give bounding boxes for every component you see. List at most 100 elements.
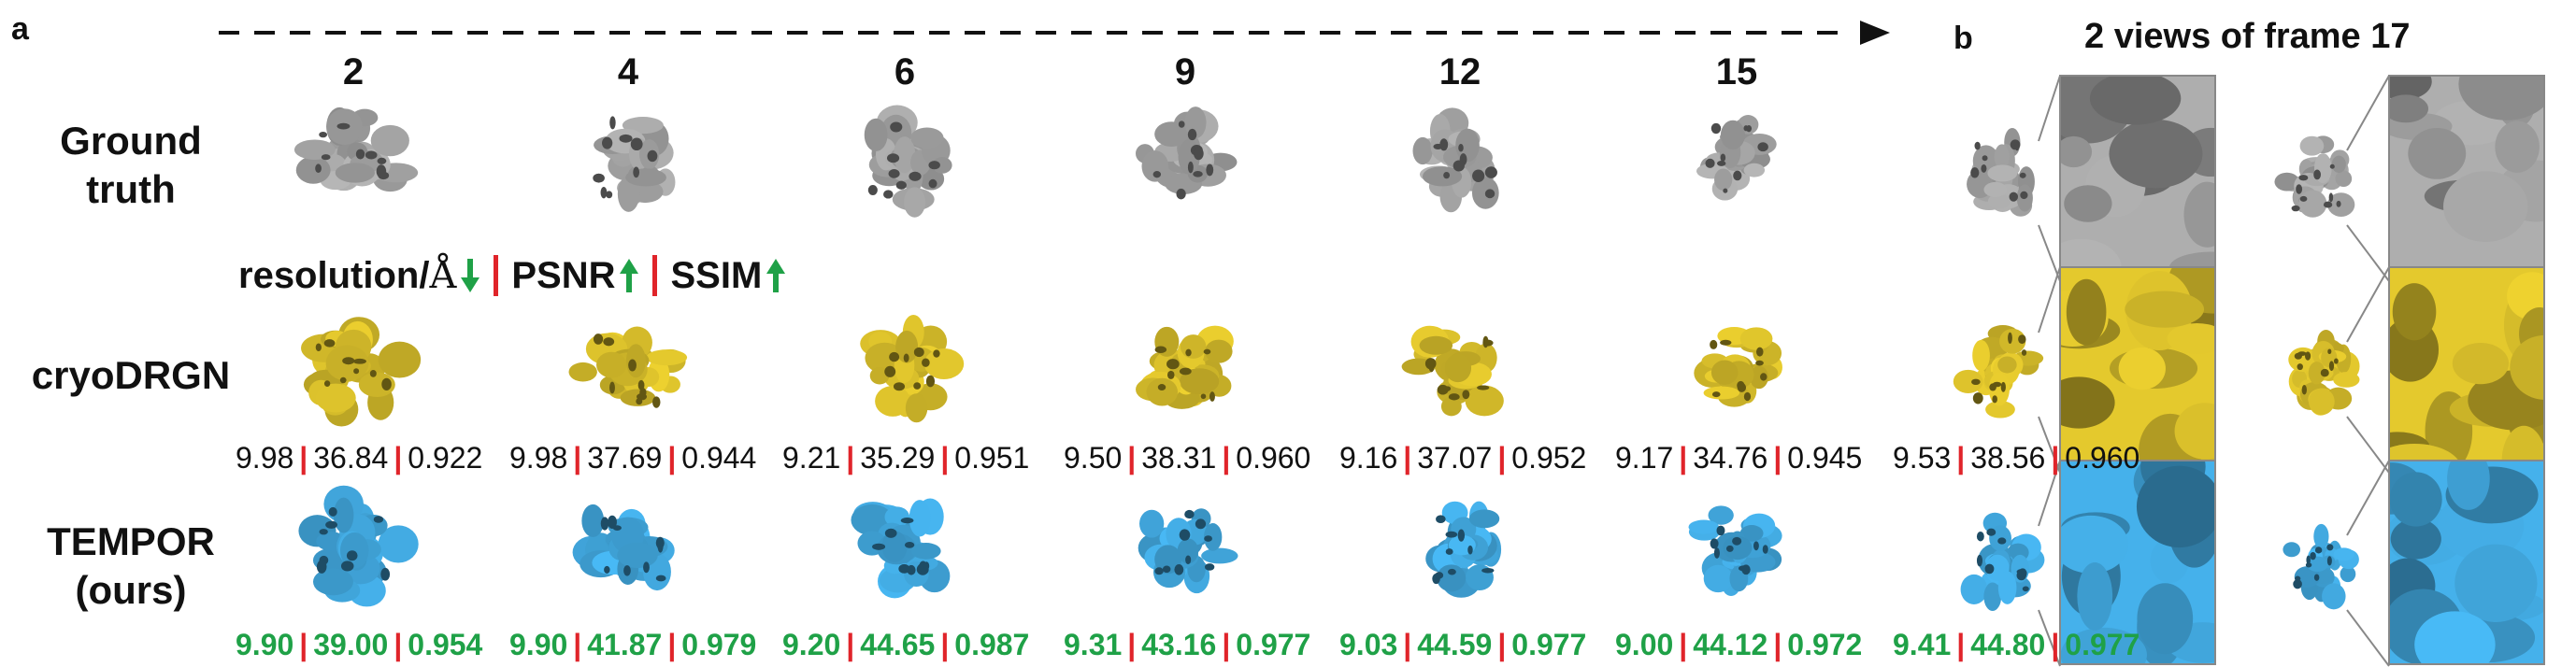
density-shadow bbox=[886, 153, 900, 163]
tempor-metric-frame17: 9.41 | 44.80 | 0.977 bbox=[1893, 628, 2140, 662]
zoom-lobe bbox=[2136, 465, 2214, 548]
density-shadow bbox=[315, 343, 322, 352]
metric-resolution: 9.21 bbox=[782, 441, 841, 475]
row-label-line: cryoDRGN bbox=[31, 353, 231, 397]
density-shadow bbox=[1715, 525, 1724, 535]
density-shadow bbox=[1731, 536, 1741, 546]
tempor-frame17-view2 bbox=[2283, 523, 2359, 610]
density-shadow bbox=[1445, 531, 1457, 538]
metric-ssim: 0.954 bbox=[408, 628, 483, 661]
density-shadow bbox=[2328, 361, 2335, 372]
density-lobe bbox=[622, 117, 664, 135]
density-shadow bbox=[1484, 165, 1497, 178]
zoom-connector-line bbox=[2038, 416, 2061, 474]
density-lobe bbox=[1203, 523, 1223, 551]
density-lobe bbox=[894, 136, 916, 174]
density-lobe bbox=[1141, 150, 1169, 182]
density-shadow bbox=[608, 515, 617, 530]
density-lobe bbox=[1739, 326, 1772, 350]
metric-resolution: 9.17 bbox=[1615, 441, 1674, 475]
metric-psnr: 37.69 bbox=[587, 441, 663, 475]
metric-ssim: 0.945 bbox=[1787, 441, 1863, 475]
metric-psnr: 44.59 bbox=[1417, 628, 1493, 661]
density-shadow bbox=[643, 561, 650, 574]
cryodrgn-density-map bbox=[1693, 326, 1782, 407]
density-shadow bbox=[1722, 188, 1727, 193]
density-lobe bbox=[932, 157, 952, 174]
density-lobe bbox=[333, 497, 354, 533]
density-lobe bbox=[1987, 164, 2018, 182]
density-shadow bbox=[1970, 167, 1980, 178]
metric-psnr: 41.87 bbox=[587, 628, 663, 661]
zoom-connector-line bbox=[2346, 609, 2390, 667]
density-shadow bbox=[1185, 348, 1192, 356]
density-shadow bbox=[2323, 201, 2333, 208]
density-shadow bbox=[340, 561, 354, 572]
metric-psnr: 36.84 bbox=[313, 441, 389, 475]
zoom-connector-line bbox=[2346, 266, 2390, 343]
row-label-line: truth bbox=[86, 167, 176, 211]
zoom-lobe bbox=[2458, 77, 2543, 121]
density-shadow bbox=[904, 541, 915, 548]
zoom-connector-line bbox=[2038, 609, 2061, 667]
density-lobe bbox=[1997, 356, 2017, 374]
density-lobe bbox=[568, 362, 597, 382]
zoom-connector-line bbox=[2346, 75, 2390, 151]
legend-ssim: SSIM bbox=[670, 254, 763, 296]
density-shadow bbox=[609, 116, 616, 130]
metric-resolution: 9.20 bbox=[782, 628, 841, 661]
density-shadow bbox=[655, 575, 666, 582]
zoom-lobe bbox=[2066, 278, 2107, 346]
density-lobe bbox=[1688, 519, 1719, 534]
density-shadow bbox=[1203, 348, 1211, 354]
density-shadow bbox=[1759, 372, 1767, 381]
metric-separator: | bbox=[394, 441, 403, 475]
density-shadow bbox=[609, 381, 615, 394]
metric-ssim: 0.972 bbox=[1787, 628, 1863, 661]
zoom-lobe bbox=[2089, 77, 2182, 125]
density-lobe bbox=[1722, 535, 1752, 560]
density-shadow bbox=[913, 382, 922, 390]
density-shadow bbox=[1992, 381, 2002, 388]
ground-truth-density-map bbox=[864, 105, 952, 218]
density-shadow bbox=[888, 169, 900, 178]
density-lobe bbox=[1146, 377, 1179, 406]
metric-separator: | bbox=[1773, 628, 1782, 661]
zoom-connector-line bbox=[2346, 224, 2390, 282]
cryodrgn-metric: 9.16 | 37.07 | 0.952 bbox=[1339, 441, 1586, 475]
metric-resolution: 9.31 bbox=[1064, 628, 1123, 661]
density-lobe bbox=[1454, 128, 1480, 162]
frame-number: 6 bbox=[894, 51, 916, 92]
density-shadow bbox=[2009, 192, 2019, 202]
frame-number: 15 bbox=[1715, 51, 1758, 92]
metric-separator: | bbox=[1403, 441, 1412, 475]
density-shadow bbox=[1720, 152, 1725, 162]
cryodrgn-metric: 9.17 | 34.76 | 0.945 bbox=[1615, 441, 1862, 475]
cryodrgn-metric: 9.98 | 36.84 | 0.922 bbox=[236, 441, 482, 475]
density-shadow bbox=[1434, 571, 1443, 579]
density-shadow bbox=[928, 161, 940, 170]
density-shadow bbox=[1179, 367, 1192, 375]
ground-truth-frame17-view1 bbox=[1967, 127, 2035, 217]
density-shadow bbox=[1428, 362, 1434, 373]
density-shadow bbox=[1754, 360, 1764, 366]
frame-number: 4 bbox=[617, 51, 639, 92]
density-shadow bbox=[637, 379, 645, 390]
density-shadow bbox=[323, 339, 336, 348]
frame-number: 9 bbox=[1174, 51, 1196, 92]
metric-separator: | bbox=[299, 628, 308, 661]
density-shadow bbox=[2333, 358, 2339, 364]
metric-resolution: 9.03 bbox=[1339, 628, 1398, 661]
zoom-lobe bbox=[2174, 403, 2214, 460]
density-lobe bbox=[1953, 369, 1983, 393]
density-lobe bbox=[1720, 120, 1745, 149]
metric-separator: | bbox=[667, 628, 677, 661]
density-shadow bbox=[380, 567, 391, 581]
density-lobe bbox=[1710, 360, 1738, 385]
panel-b-letter: b bbox=[1953, 21, 1973, 56]
density-shadow bbox=[2297, 351, 2307, 356]
density-shadow bbox=[1755, 347, 1764, 357]
density-lobe bbox=[2274, 172, 2300, 192]
density-shadow bbox=[325, 520, 338, 529]
density-shadow bbox=[636, 397, 643, 405]
